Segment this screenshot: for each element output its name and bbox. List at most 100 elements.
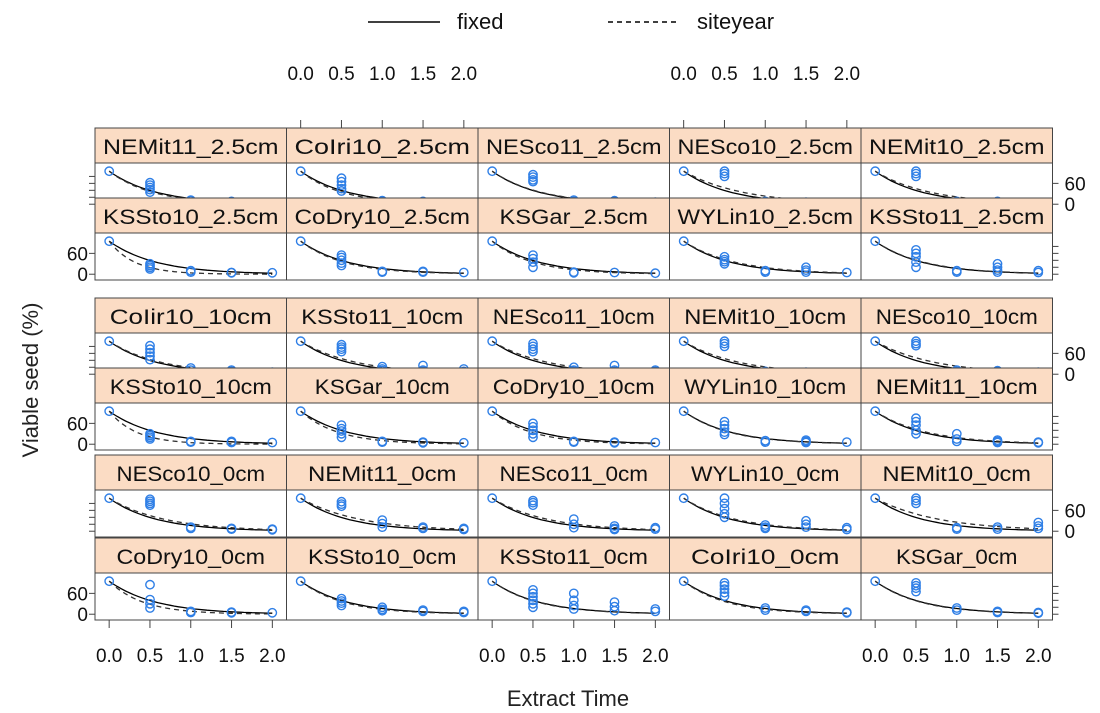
data-point — [145, 187, 155, 198]
data-point — [145, 347, 155, 358]
data-point — [267, 437, 278, 448]
data-point — [295, 166, 306, 177]
data-point — [185, 437, 196, 447]
data-point — [226, 437, 237, 448]
strip-NESco11_0cm — [477, 454, 670, 491]
panel-WYLin10_2.5cm: WYLin10_2.5cm — [669, 197, 862, 281]
siteyear-curve — [683, 410, 847, 444]
data-point — [528, 418, 538, 429]
data-point — [1033, 608, 1044, 619]
data-point — [911, 495, 921, 506]
data-point — [719, 429, 730, 440]
strip-label: CoIir10_10cm — [110, 306, 272, 329]
data-point — [528, 341, 538, 352]
data-point — [719, 580, 730, 591]
strip-NESco10_0cm — [94, 454, 287, 491]
data-point — [336, 432, 347, 443]
x-tick-label: 1.5 — [984, 646, 1010, 667]
data-point — [528, 432, 538, 443]
panel-NEMit11_2.5cm: NEMit11_2.5cm — [94, 127, 287, 211]
data-point — [336, 176, 347, 187]
strip-label: NEMit10_0cm — [883, 463, 1032, 486]
data-point — [719, 423, 730, 434]
strip-KSSto11_0cm — [477, 537, 670, 574]
strip-label: KSGar_0cm — [896, 546, 1018, 569]
data-point — [528, 595, 538, 606]
data-point — [801, 515, 811, 526]
data-point — [377, 267, 388, 277]
siteyear-curve — [874, 580, 1039, 614]
fixed-curve — [683, 580, 847, 614]
data-point — [911, 425, 921, 436]
data-point — [528, 421, 538, 432]
data-point — [487, 236, 498, 247]
data-point — [801, 606, 811, 617]
data-point — [678, 166, 689, 177]
data-point — [295, 576, 306, 587]
data-point — [145, 351, 155, 362]
data-point — [1033, 437, 1044, 448]
strip-NEMit11_0cm — [286, 454, 479, 491]
data-point — [104, 166, 115, 177]
data-point — [528, 346, 538, 357]
data-point — [528, 598, 538, 609]
strip-label: CoDry10_2.5cm — [295, 206, 471, 229]
siteyear-curve — [683, 580, 847, 615]
data-point — [487, 406, 498, 417]
strip-NEMit10_10cm — [669, 297, 862, 334]
bottom-axes: 0.0 0.5 1.0 1.5 2.0 0.0 0.5 1.0 1.5 2.0 0.0 0.5 1.0 1… — [96, 620, 1052, 667]
data-point — [267, 607, 278, 618]
strip-label: KSSto10_2.5cm — [103, 206, 279, 229]
x-tick-label: 1.5 — [601, 646, 627, 667]
data-point — [528, 428, 538, 439]
data-point — [870, 406, 881, 417]
strip-KSSto10_10cm — [94, 367, 287, 404]
data-point — [911, 168, 921, 179]
data-point — [528, 588, 538, 599]
data-point — [568, 600, 579, 611]
data-point — [336, 501, 347, 512]
strip-label: NESco10_0cm — [117, 463, 266, 486]
strip-WYLin10_2.5cm — [669, 197, 862, 234]
data-point — [992, 267, 1003, 277]
data-point — [458, 437, 469, 448]
legend-label: fixed — [457, 9, 503, 34]
panel-CoDry10_10cm: CoDry10_10cm — [477, 367, 670, 451]
panel-KSSto10_2.5cm: KSSto10_2.5cm — [94, 197, 287, 281]
data-point — [801, 262, 811, 273]
data-point — [911, 413, 921, 424]
data-point — [911, 586, 921, 597]
siteyear-curve — [491, 497, 656, 531]
siteyear-curve — [874, 410, 1039, 444]
data-point — [760, 605, 771, 615]
siteyear-curve — [108, 340, 273, 374]
data-point — [801, 519, 811, 530]
siteyear-curve — [491, 170, 656, 204]
legend-entry-fixed: fixed — [368, 9, 503, 34]
data-point — [951, 605, 962, 615]
strip-label: CoIri10_0cm — [691, 546, 840, 569]
x-tick-label: 1.0 — [944, 646, 970, 667]
data-point — [487, 336, 498, 347]
data-point — [145, 500, 155, 511]
strip-NESco10_10cm — [860, 297, 1053, 334]
data-point — [418, 437, 428, 448]
strip-label: WYLin10_2.5cm — [678, 206, 854, 229]
data-point — [185, 267, 196, 277]
fixed-curve — [491, 497, 656, 531]
strip-NEMit11_10cm — [860, 367, 1053, 404]
data-point — [911, 171, 921, 182]
strip-label: KSSto11_2.5cm — [869, 206, 1045, 229]
data-point — [719, 258, 730, 269]
data-point — [678, 336, 689, 347]
strip-label: NEMit10_2.5cm — [869, 136, 1045, 159]
data-point — [377, 437, 388, 447]
data-point — [911, 257, 921, 267]
strip-label: KSSto10_0cm — [308, 546, 457, 569]
data-point — [951, 428, 962, 439]
x-tick-label: 1.0 — [178, 646, 204, 667]
data-point — [267, 524, 278, 535]
siteyear-curve — [874, 170, 1039, 204]
y-tick-label: 0 — [77, 265, 88, 286]
